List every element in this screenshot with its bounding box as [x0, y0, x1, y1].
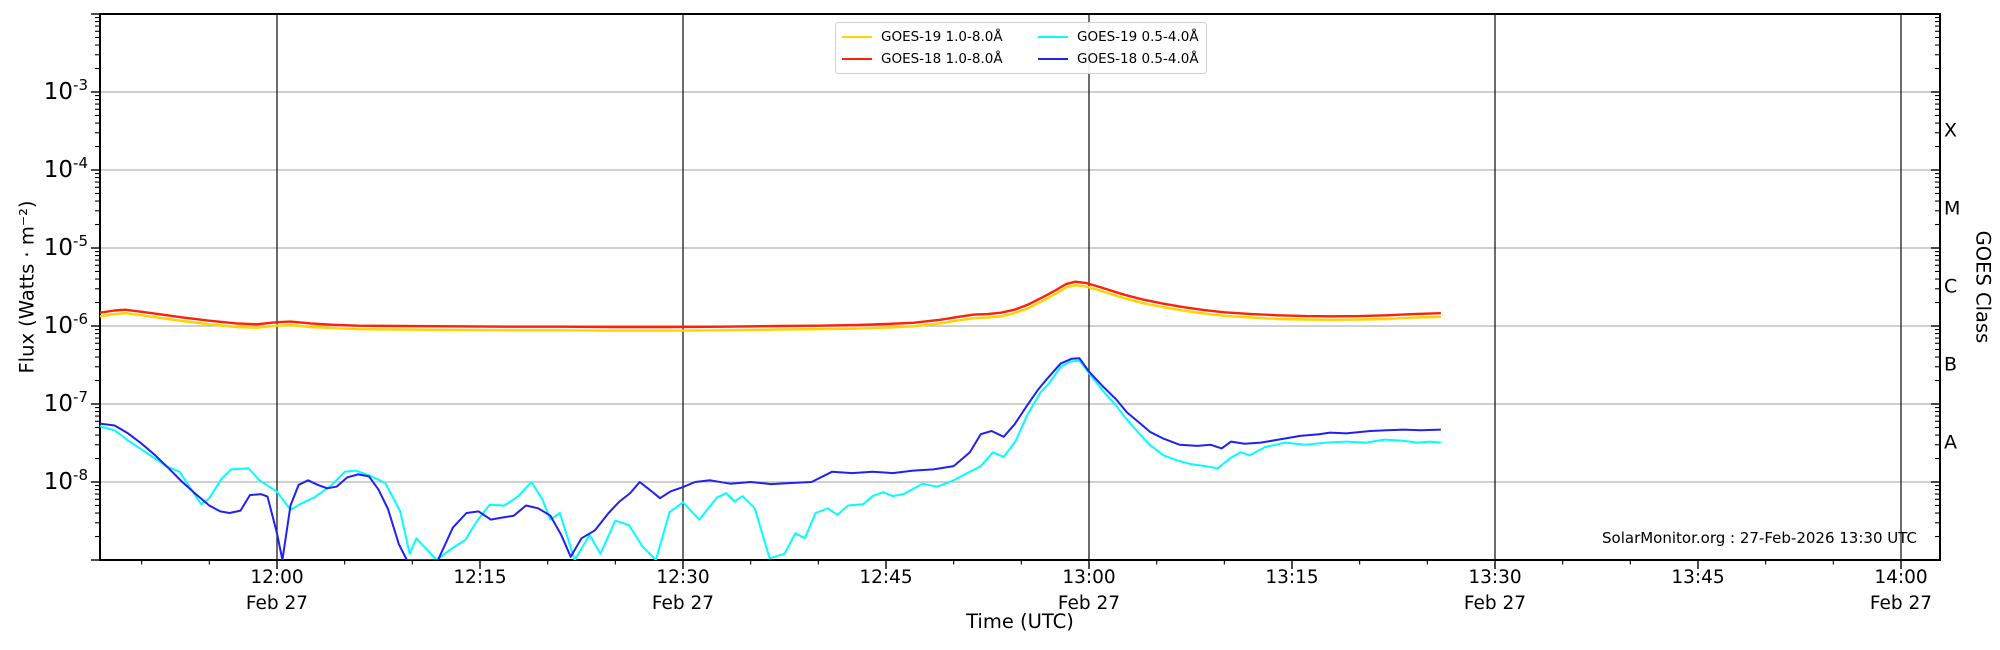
legend-label: GOES-19 1.0-8.0Å [881, 29, 1003, 45]
legend-item: GOES-18 1.0-8.0Å [842, 49, 1038, 69]
x-tick-time: 13:15 [1265, 567, 1319, 588]
x-tick-time: 13:30 [1468, 567, 1522, 588]
legend-label: GOES-18 1.0-8.0Å [881, 51, 1003, 67]
x-tick-label: 13:45 [1671, 565, 1724, 591]
x-tick-label: 12:00 Feb 27 [246, 565, 308, 616]
x-tick-date: Feb 27 [1463, 592, 1527, 614]
x-tick-label: 13:00 Feb 27 [1058, 565, 1120, 616]
x-tick-time: 12:00 [250, 567, 304, 588]
legend: GOES-19 1.0-8.0Å GOES-19 0.5-4.0Å GOES-18 … [835, 22, 1207, 74]
goes-class-letter-b: B [1944, 353, 1958, 376]
legend-label: GOES-18 0.5-4.0Å [1077, 51, 1199, 67]
legend-item: GOES-19 0.5-4.0Å [1038, 27, 1200, 47]
x-tick-time: 12:45 [859, 567, 913, 588]
y-tick-label: 10-8 [43, 466, 88, 495]
x-tick-label: 14:00 Feb 27 [1870, 565, 1932, 616]
x-tick-label: 12:15 [453, 565, 506, 591]
series-goes-18-0-5-4-0- [100, 357, 1441, 560]
legend-line-swatch-icon [842, 36, 872, 38]
series-goes-19-1-0-8-0- [100, 284, 1441, 332]
solarmonitor-attribution: SolarMonitor.org : 27-Feb-2026 13:30 UTC [1602, 529, 1917, 547]
goes-class-letter-m: M [1944, 197, 1961, 220]
legend-item: GOES-19 1.0-8.0Å [842, 27, 1038, 47]
x-tick-time: 13:45 [1671, 567, 1725, 588]
legend-line-swatch-icon [842, 58, 872, 60]
x-tick-time: 13:00 [1062, 567, 1116, 588]
legend-line-swatch-icon [1038, 36, 1068, 38]
x-tick-time: 14:00 [1874, 567, 1928, 588]
plot-border [99, 13, 1941, 561]
y-tick-label: 10-4 [43, 154, 88, 183]
y-tick-label: 10-7 [43, 388, 88, 417]
legend-item: GOES-18 0.5-4.0Å [1038, 49, 1200, 69]
goes-class-letter-x: X [1944, 119, 1958, 142]
flux-axis-label: Flux (Watts · m⁻²) [15, 200, 39, 374]
series-goes-18-1-0-8-0- [100, 280, 1441, 329]
legend-line-swatch-icon [1038, 58, 1068, 60]
y-tick-label: 10-5 [43, 232, 88, 261]
x-tick-date: Feb 27 [1869, 592, 1933, 614]
goes-class-letter-a: A [1944, 431, 1957, 454]
y-tick-label: 10-6 [43, 310, 88, 339]
x-tick-date: Feb 27 [651, 592, 715, 614]
time-axis-label: Time (UTC) [966, 610, 1074, 633]
x-tick-date: Feb 27 [245, 592, 309, 614]
legend-label: GOES-19 0.5-4.0Å [1077, 29, 1199, 45]
x-tick-time: 12:30 [656, 567, 710, 588]
goes-class-axis-label: GOES Class [1971, 230, 1995, 344]
goes-class-letter-c: C [1944, 275, 1958, 298]
series-goes-19-0-5-4-0- [100, 359, 1441, 560]
x-tick-label: 12:30 Feb 27 [652, 565, 714, 616]
x-tick-label: 13:15 [1265, 565, 1318, 591]
x-tick-date: Feb 27 [1057, 592, 1121, 614]
y-tick-label: 10-3 [43, 76, 88, 105]
x-tick-time: 12:15 [453, 567, 507, 588]
x-tick-label: 12:45 [859, 565, 912, 591]
x-tick-label: 13:30 Feb 27 [1464, 565, 1526, 616]
